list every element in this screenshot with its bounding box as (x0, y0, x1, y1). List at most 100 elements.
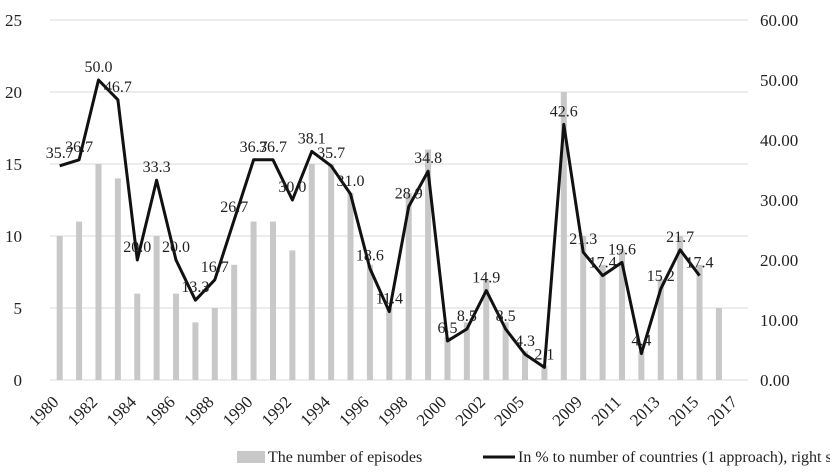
episode-bar (114, 178, 121, 380)
legend-label-percent: In % to number of countries (1 approach)… (518, 449, 830, 466)
episode-bar (153, 236, 160, 380)
episode-bar (444, 336, 451, 380)
episode-bar (541, 365, 548, 380)
line-data-label: 35.7 (317, 145, 345, 162)
episode-bar (522, 351, 529, 380)
y-left-tick-label: 5 (14, 299, 23, 318)
y-left-tick-label: 10 (5, 227, 22, 246)
x-tick-label: 1986 (141, 392, 178, 429)
legend-swatch-episodes (237, 451, 265, 463)
line-data-label: 33.3 (143, 159, 171, 176)
y-right-tick-label: 30.00 (760, 191, 798, 210)
episode-bar (405, 192, 412, 380)
episode-bar (483, 279, 490, 380)
line-data-label: 50.0 (84, 59, 112, 76)
line-data-label: 36.7 (65, 139, 93, 156)
episode-bar (134, 293, 141, 380)
y-left-tick-label: 15 (5, 155, 22, 174)
episode-bar (192, 322, 199, 380)
x-tick-label: 1998 (374, 392, 411, 429)
line-data-label: 14.9 (472, 270, 500, 287)
percent-line (59, 78, 701, 369)
episode-bar (425, 149, 432, 380)
episode-bar (76, 221, 83, 380)
x-tick-label: 1990 (219, 392, 256, 429)
x-tick-label: 1982 (64, 392, 101, 429)
line-data-label: 42.6 (550, 103, 578, 120)
x-tick-label: 2017 (704, 392, 742, 430)
y-left-tick-label: 20 (5, 83, 22, 102)
y-right-tick-label: 0.00 (760, 371, 790, 390)
x-tick-label: 1996 (335, 392, 372, 429)
x-tick-label: 2013 (626, 392, 663, 429)
x-tick-label: 2005 (490, 392, 527, 429)
episode-bar (308, 164, 315, 380)
y-left-tick-label: 0 (14, 371, 23, 390)
line-data-label: 46.7 (104, 79, 132, 96)
line-data-label: 35.7 (46, 145, 74, 162)
line-data-label: 20.0 (123, 239, 151, 256)
line-data-label: 19.6 (608, 241, 636, 258)
line-data-label: 21.3 (569, 231, 597, 248)
line-data-label: 16.7 (201, 259, 229, 276)
y-right-tick-label: 50.00 (760, 71, 798, 90)
line-data-label: 18.6 (356, 247, 384, 264)
y-right-tick-label: 60.00 (760, 11, 798, 30)
line-data-label: 2.1 (534, 346, 554, 363)
x-tick-label: 2002 (452, 392, 489, 429)
x-tick-label: 2009 (549, 392, 586, 429)
x-tick-label: 2000 (413, 392, 450, 429)
episode-bar (560, 92, 567, 380)
episode-bar (580, 236, 587, 380)
episode-bar (250, 221, 257, 380)
episode-bar (386, 308, 393, 380)
y-right-tick-label: 10.00 (760, 311, 798, 330)
episode-bar (211, 308, 218, 380)
episode-bar (638, 351, 645, 380)
line-data-label: 17.4 (589, 255, 617, 272)
line-data-label: 17.4 (686, 255, 714, 272)
episode-bar (618, 250, 625, 380)
line-data-label: 8.5 (457, 308, 477, 325)
y-right-tick-label: 20.00 (760, 251, 798, 270)
episode-bar (502, 322, 509, 380)
episode-bar (715, 308, 722, 380)
y-right-tick-label: 40.00 (760, 131, 798, 150)
episode-bar (328, 164, 335, 380)
episode-bar (173, 293, 180, 380)
line-data-label: 21.7 (666, 229, 694, 246)
episode-bar (231, 264, 238, 380)
episode-bar (657, 279, 664, 380)
line-data-label: 34.8 (414, 150, 442, 167)
line-data-label: 8.5 (496, 308, 516, 325)
legend-label-episodes: The number of episodes (268, 449, 422, 466)
x-tick-label: 1994 (296, 392, 334, 430)
x-tick-label: 2015 (665, 392, 702, 429)
line-data-label: 36.7 (240, 139, 268, 156)
line-data-label: 20.0 (162, 239, 190, 256)
y-left-tick-label: 25 (5, 11, 22, 30)
episode-bar (56, 236, 63, 380)
line-data-label: 36.7 (259, 139, 287, 156)
line-data-label: 11.4 (376, 291, 403, 308)
episode-bar (289, 250, 296, 380)
line-data-label: 4.3 (515, 333, 535, 350)
x-tick-label: 2011 (588, 392, 625, 429)
episode-bar (269, 221, 276, 380)
line-data-label: 6.5 (437, 320, 457, 337)
episode-bar (366, 264, 373, 380)
x-tick-label: 1984 (103, 392, 141, 430)
line-data-label: 30.0 (278, 179, 306, 196)
line-data-label: 15.2 (647, 268, 675, 285)
line-data-label: 31.0 (337, 173, 365, 190)
episode-bar (599, 264, 606, 380)
episode-bar (463, 322, 470, 380)
line-data-label: 38.1 (298, 130, 326, 147)
line-data-label: 28.9 (395, 186, 423, 203)
x-tick-label: 1980 (25, 392, 62, 429)
episode-bar (677, 236, 684, 380)
x-tick-label: 1988 (180, 392, 217, 429)
line-data-label: 26.7 (220, 199, 248, 216)
